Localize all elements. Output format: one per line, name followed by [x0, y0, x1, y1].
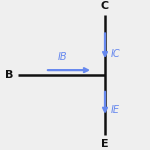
Text: IB: IB	[58, 52, 68, 62]
Text: IE: IE	[111, 105, 120, 115]
Text: E: E	[101, 139, 109, 149]
Text: IC: IC	[111, 49, 121, 59]
Text: C: C	[101, 1, 109, 11]
Text: B: B	[5, 70, 14, 80]
